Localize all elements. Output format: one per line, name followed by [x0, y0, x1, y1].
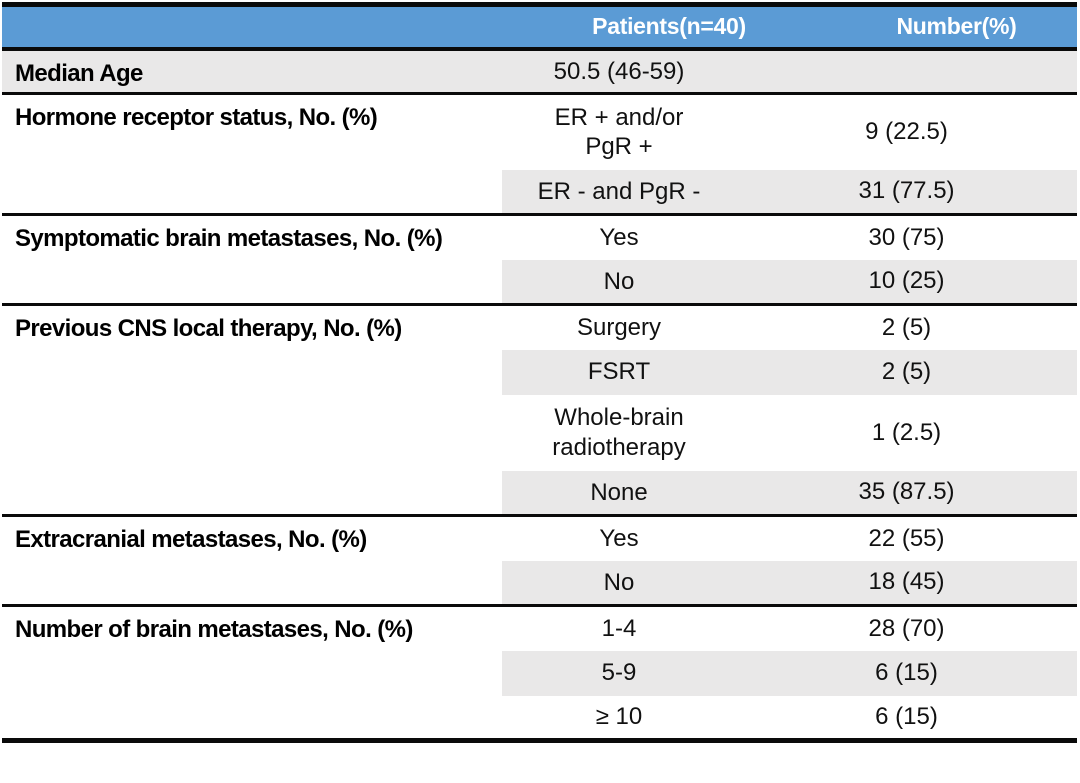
table-row: No 10 (25)	[2, 259, 1077, 305]
table-header: Patients(n=40) Number(%)	[2, 4, 1077, 51]
number-value-cell: 28 (70)	[736, 604, 1077, 651]
table-row: ER - and PgR -31 (77.5)	[2, 169, 1077, 215]
number-value-cell: 31 (77.5)	[736, 169, 1077, 215]
number-value-cell: 6 (15)	[736, 650, 1077, 696]
patients-value-cell: Yes	[502, 213, 736, 260]
header-empty-cell	[2, 4, 502, 51]
header-number-cell: Number(%)	[736, 4, 1077, 51]
patients-value-cell: 1-4	[502, 604, 736, 651]
number-value-cell: 9 (22.5)	[736, 92, 1077, 170]
header-patients-cell: Patients(n=40)	[502, 4, 746, 51]
header-patients-label: Patients(n=40)	[592, 13, 746, 40]
number-value-cell: 35 (87.5)	[736, 470, 1077, 516]
group-label-cell: Previous CNS local therapy, No. (%)	[2, 303, 502, 516]
table-row: None 35 (87.5)	[2, 470, 1077, 516]
patients-value-cell: 50.5 (46-59)	[502, 47, 736, 94]
number-value-cell: 22 (55)	[736, 514, 1077, 561]
table-row: Previous CNS local therapy, No. (%) Surge…	[2, 303, 1077, 516]
patients-value-cell: No	[502, 259, 736, 305]
number-value-cell	[736, 47, 1077, 94]
patient-characteristics-table: Patients(n=40) Number(%) Median Age 50.5 …	[2, 2, 1077, 743]
number-value-cell: 2 (5)	[736, 303, 1077, 350]
group-label-cell: Hormone receptor status, No. (%)	[2, 92, 502, 215]
header-row: Patients(n=40) Number(%)	[2, 4, 1077, 51]
patients-value-cell: Whole-brain radiotherapy	[552, 404, 686, 461]
patients-value-cell: 5-9	[502, 650, 736, 696]
number-value-cell: 18 (45)	[736, 560, 1077, 606]
table-row: Whole-brain radiotherapy 1 (2.5)	[2, 395, 1077, 471]
table-row: Symptomatic brain metastases, No. (%) Yes…	[2, 213, 1077, 305]
number-value-cell: 2 (5)	[736, 349, 1077, 395]
patients-value-cell: None	[502, 470, 736, 516]
table-row: ≥ 10 6 (15)	[2, 696, 1077, 741]
patients-value-cell: Yes	[502, 514, 736, 561]
group-label-cell: Number of brain metastases, No. (%)	[2, 604, 502, 741]
table-row: Extracranial metastases, No. (%) Yes 22 (5…	[2, 514, 1077, 606]
table-row: Median Age 50.5 (46-59)	[2, 47, 1077, 94]
table-row: FSRT 2 (5)	[2, 349, 1077, 395]
patients-value-cell: ER + and/or PgR +	[502, 92, 736, 170]
table-row: 5-9 6 (15)	[2, 650, 1077, 696]
patients-value-cell: No	[502, 560, 736, 606]
number-value-cell: 1 (2.5)	[871, 418, 942, 446]
group-label-cell: Extracranial metastases, No. (%)	[2, 514, 502, 606]
patients-value-cell: Surgery	[502, 303, 736, 350]
number-value-cell: 10 (25)	[736, 259, 1077, 305]
header-number-label: Number(%)	[896, 13, 1017, 40]
table-row: No 18 (45)	[2, 560, 1077, 606]
number-value-cell: 6 (15)	[875, 702, 938, 730]
group-label-cell: Median Age	[2, 47, 502, 94]
table-row: Hormone receptor status, No. (%) ER + and…	[2, 92, 1077, 215]
table-row: Number of brain metastases, No. (%) 1-4 28…	[2, 604, 1077, 741]
patients-value-cell: FSRT	[502, 349, 736, 395]
patients-value-cell: ER - and PgR -	[502, 169, 736, 215]
table-body: Median Age 50.5 (46-59) Hormone receptor s…	[2, 47, 1077, 741]
patients-value-cell: ≥ 10	[595, 703, 643, 731]
group-label-cell: Symptomatic brain metastases, No. (%)	[2, 213, 502, 305]
number-value-cell: 30 (75)	[736, 213, 1077, 260]
